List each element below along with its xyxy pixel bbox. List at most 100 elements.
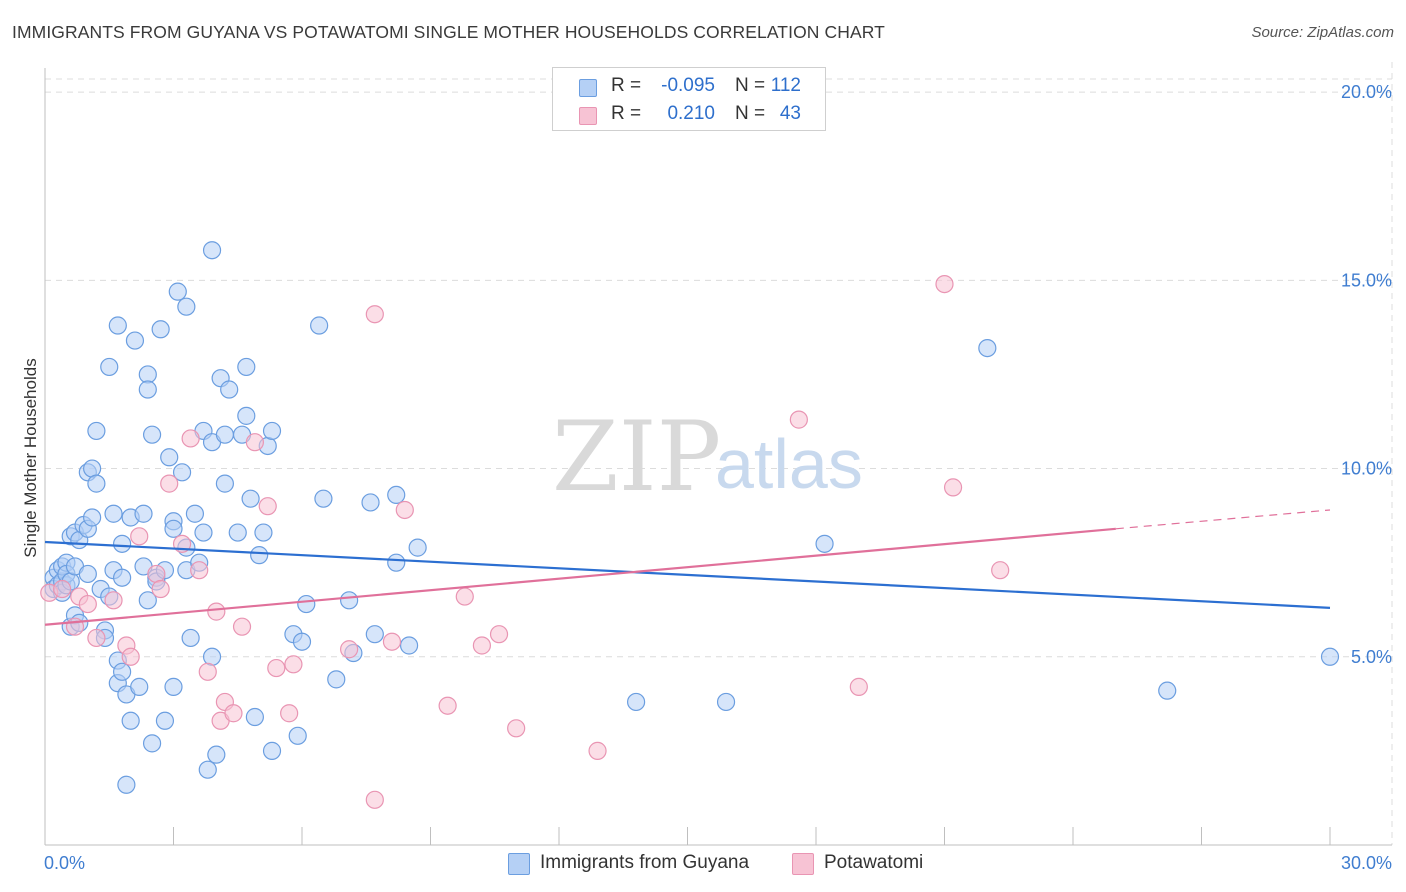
- y-axis-label: Single Mother Households: [21, 358, 40, 557]
- trend-lines: [44, 509, 1331, 626]
- data-point-guyana: [262, 421, 282, 441]
- data-point-guyana: [310, 316, 329, 335]
- data-point-potawatomi: [267, 658, 286, 678]
- legend-label-potawatomi: Potawatomi: [824, 852, 924, 873]
- legend-r-label: R =: [611, 103, 642, 124]
- series-potawatomi: [40, 275, 1010, 809]
- legend-swatch-blue: [508, 853, 530, 875]
- data-point-guyana: [112, 662, 132, 681]
- data-point-guyana: [104, 504, 123, 523]
- data-point-potawatomi: [507, 719, 526, 738]
- data-point-potawatomi: [365, 305, 384, 324]
- data-point-guyana: [288, 726, 307, 745]
- chart-title: IMMIGRANTS FROM GUYANA VS POTAWATOMI SIN…: [12, 22, 885, 42]
- gridlines: [45, 62, 1393, 845]
- data-point-guyana: [83, 459, 102, 478]
- data-point-guyana: [716, 692, 736, 712]
- axes: [44, 68, 1392, 846]
- data-point-guyana: [87, 421, 106, 441]
- data-point-potawatomi: [280, 704, 299, 723]
- data-point-guyana: [245, 707, 264, 727]
- data-point-guyana: [340, 591, 359, 610]
- data-point-guyana: [112, 534, 132, 553]
- data-point-guyana: [78, 564, 97, 584]
- data-point-guyana: [215, 474, 234, 493]
- trend-line-potawatomi-extrapolated: [1115, 509, 1331, 530]
- watermark-atlas: atlas: [715, 425, 863, 503]
- data-point-potawatomi: [198, 662, 217, 681]
- data-point-guyana: [292, 632, 312, 651]
- x-tick-label: 0.0%: [44, 853, 85, 873]
- tick-labels: 5.0% 10.0% 15.0% 20.0% 0.0% 30.0%: [44, 82, 1392, 873]
- data-point-potawatomi: [472, 636, 491, 655]
- data-point-guyana: [262, 741, 282, 760]
- data-point-guyana: [155, 711, 175, 730]
- data-point-guyana: [237, 406, 256, 425]
- y-tick-label: 20.0%: [1341, 82, 1392, 102]
- data-point-guyana: [121, 711, 140, 730]
- data-point-guyana: [297, 594, 316, 614]
- data-point-guyana: [399, 636, 419, 655]
- data-point-guyana: [215, 425, 234, 444]
- data-point-potawatomi: [455, 587, 474, 606]
- data-point-guyana: [177, 297, 196, 316]
- legend-swatch-pink: [792, 853, 814, 875]
- data-point-guyana: [181, 628, 200, 648]
- data-point-guyana: [815, 534, 834, 553]
- y-tick-label: 10.0%: [1341, 459, 1392, 479]
- data-point-potawatomi: [943, 478, 963, 497]
- y-tick-label: 15.0%: [1341, 270, 1392, 290]
- data-point-potawatomi: [245, 433, 264, 452]
- data-point-potawatomi: [224, 704, 243, 723]
- data-point-potawatomi: [395, 500, 414, 520]
- legend-n-value: 112: [770, 75, 801, 96]
- trend-line-guyana: [44, 540, 1331, 609]
- data-point-guyana: [112, 568, 132, 587]
- data-point-potawatomi: [53, 579, 72, 599]
- data-point-guyana: [365, 625, 384, 644]
- data-point-guyana: [138, 365, 157, 384]
- correlation-legend: R = -0.095 N = 112 R = 0.210 N = 43: [552, 67, 826, 131]
- data-point-guyana: [87, 474, 106, 493]
- data-point-guyana: [207, 745, 226, 764]
- data-point-potawatomi: [340, 640, 359, 659]
- legend-swatch-blue: [579, 79, 597, 97]
- data-point-guyana: [314, 489, 333, 508]
- data-point-guyana: [160, 448, 179, 467]
- legend-row-potawatomi: R = 0.210 N = 43: [553, 100, 825, 130]
- data-point-guyana: [361, 493, 380, 512]
- data-point-potawatomi: [935, 275, 954, 294]
- y-tick-label: 5.0%: [1351, 647, 1392, 667]
- data-point-guyana: [108, 316, 127, 335]
- data-point-potawatomi: [382, 632, 402, 651]
- data-point-potawatomi: [991, 561, 1010, 580]
- data-point-guyana: [228, 523, 247, 542]
- data-point-guyana: [202, 647, 222, 666]
- data-point-guyana: [237, 357, 256, 377]
- data-point-guyana: [125, 331, 145, 350]
- data-point-potawatomi: [87, 628, 106, 648]
- legend-swatch-pink: [579, 107, 597, 125]
- data-point-potawatomi: [181, 429, 200, 448]
- data-point-guyana: [83, 508, 102, 527]
- data-point-potawatomi: [190, 561, 209, 580]
- source-note: Source: ZipAtlas.com: [1251, 24, 1394, 41]
- data-point-guyana: [978, 338, 997, 358]
- data-point-potawatomi: [207, 602, 226, 621]
- data-point-potawatomi: [284, 655, 303, 674]
- legend-label-guyana: Immigrants from Guyana: [540, 852, 750, 873]
- data-point-guyana: [254, 523, 273, 542]
- x-tick-label: 30.0%: [1341, 853, 1392, 873]
- data-point-potawatomi: [258, 497, 277, 516]
- data-point-potawatomi: [438, 696, 457, 715]
- data-point-potawatomi: [849, 677, 868, 696]
- data-point-potawatomi: [588, 741, 607, 760]
- legend-n-value: 43: [779, 103, 801, 124]
- data-point-guyana: [1320, 647, 1340, 666]
- data-point-guyana: [185, 504, 205, 523]
- data-point-guyana: [626, 692, 646, 712]
- data-point-guyana: [408, 538, 427, 557]
- data-point-potawatomi: [121, 647, 140, 666]
- data-point-guyana: [134, 504, 153, 523]
